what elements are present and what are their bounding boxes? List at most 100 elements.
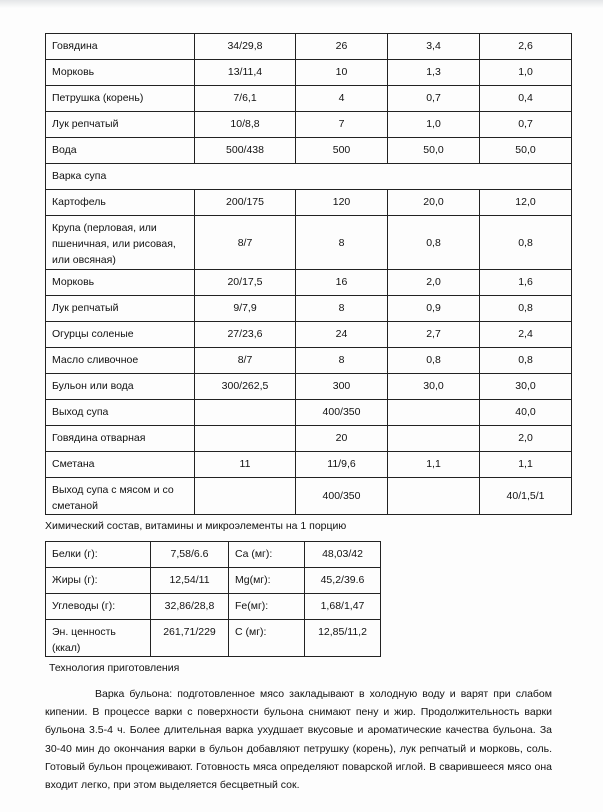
cell-v2: 30,0 — [387, 373, 480, 400]
table-row: Петрушка (корень) 7/6,1 4 0,7 0,4 — [45, 85, 572, 112]
nutrient-label: Белки (г): — [45, 541, 151, 568]
cell-brutto-netto: 200/175 — [194, 189, 296, 216]
nutrient-value: 12,54/11 — [150, 567, 229, 594]
cell-brutto-netto: 10/8,8 — [194, 111, 296, 138]
cell-v2: 0,7 — [387, 85, 480, 112]
mineral-value: 45,2/39.6 — [304, 567, 381, 594]
cell-brutto-netto — [194, 477, 296, 515]
cell-v3: 50,0 — [479, 137, 572, 164]
nutrient-value: 261,71/229 — [150, 619, 229, 657]
cell-v3: 1,6 — [479, 269, 572, 296]
ingredient-name: Выход супа с мясом и со сметаной — [45, 477, 195, 515]
cell-v1: 300 — [295, 373, 388, 400]
cell-brutto-netto: 27/23,6 — [194, 321, 296, 348]
cell-v2: 3,4 — [387, 33, 480, 60]
cell-v2: 1,0 — [387, 111, 480, 138]
ingredient-name: Выход супа — [45, 399, 195, 426]
cell-v3: 40/1,5/1 — [479, 477, 572, 515]
tech-heading: Технология приготовления — [49, 662, 180, 674]
cell-v3: 2,6 — [479, 33, 572, 60]
scan-edge — [0, 0, 603, 8]
cell-v2 — [387, 477, 480, 515]
chemical-composition-table: Белки (г): 7,58/6.6 Ca (мг): 48,03/42 Жиры (… — [45, 541, 381, 657]
cell-v1: 400/350 — [295, 399, 388, 426]
mineral-value: 48,03/42 — [304, 541, 381, 568]
cell-v3: 0,8 — [479, 347, 572, 374]
nutrient-label: Жиры (г): — [45, 567, 151, 594]
cell-v2: 0,8 — [387, 347, 480, 374]
mineral-label: C (мг): — [228, 619, 305, 657]
mineral-value: 1,68/1,47 — [304, 593, 381, 620]
cell-brutto-netto — [194, 399, 296, 426]
cell-v1: 26 — [295, 33, 388, 60]
cell-v3: 40,0 — [479, 399, 572, 426]
table-row: Бульон или вода 300/262,5 300 30,0 30,0 — [45, 373, 572, 400]
table-row: Картофель 200/175 120 20,0 12,0 — [45, 189, 572, 216]
table-row: Морковь 13/11,4 10 1,3 1,0 — [45, 59, 572, 86]
ingredient-name: Морковь — [45, 59, 195, 86]
cell-v3: 0,7 — [479, 111, 572, 138]
cell-brutto-netto — [194, 425, 296, 452]
table-row: Углеводы (г): 32,86/28,8 Fe(мг): 1,68/1,47 — [45, 593, 381, 620]
ingredient-name: Масло сливочное — [45, 347, 195, 374]
cell-v1: 500 — [295, 137, 388, 164]
table-row: Сметана 11 11/9,6 1,1 1,1 — [45, 451, 572, 478]
table-row: Крупа (перловая, или пшеничная, или рисо… — [45, 215, 572, 270]
document-body: Говядина 34/29,8 26 3,4 2,6 Морковь 13/11,4 10 1… — [45, 33, 572, 791]
cell-v1: 10 — [295, 59, 388, 86]
table-row: Выход супа 400/350 40,0 — [45, 399, 572, 426]
table-row: Лук репчатый 9/7,9 8 0,9 0,8 — [45, 295, 572, 322]
chem-caption: Химический состав, витамины и микроэлеме… — [45, 520, 347, 532]
mineral-label: Ca (мг): — [228, 541, 305, 568]
ingredient-name: Лук репчатый — [45, 295, 195, 322]
ingredient-name: Картофель — [45, 189, 195, 216]
cell-brutto-netto: 8/7 — [194, 347, 296, 374]
cell-v3: 2,0 — [479, 425, 572, 452]
cell-v1: 120 — [295, 189, 388, 216]
recipe-table: Говядина 34/29,8 26 3,4 2,6 Морковь 13/11,4 10 1… — [45, 33, 572, 515]
nutrient-label: Эн. ценность (ккал) — [45, 619, 151, 657]
cell-v3: 0,4 — [479, 85, 572, 112]
table-row: Выход супа с мясом и со сметаной 400/350 4… — [45, 477, 572, 515]
cell-v2 — [387, 399, 480, 426]
cell-v2: 1,3 — [387, 59, 480, 86]
cell-v1: 400/350 — [295, 477, 388, 515]
cell-brutto-netto: 300/262,5 — [194, 373, 296, 400]
ingredient-name: Вода — [45, 137, 195, 164]
cell-v2: 2,0 — [387, 269, 480, 296]
cell-v1: 24 — [295, 321, 388, 348]
ingredient-name: Говядина — [45, 33, 195, 60]
cell-v3: 12,0 — [479, 189, 572, 216]
cell-v1: 8 — [295, 347, 388, 374]
cell-v1: 8 — [295, 295, 388, 322]
mineral-value: 12,85/11,2 — [304, 619, 381, 657]
table-row: Жиры (г): 12,54/11 Mg(мг): 45,2/39.6 — [45, 567, 381, 594]
section-row: Варка супа — [45, 163, 572, 190]
cell-v2: 2,7 — [387, 321, 480, 348]
cell-v3: 0,8 — [479, 215, 572, 270]
table-row: Говядина отварная 20 2,0 — [45, 425, 572, 452]
table-row: Говядина 34/29,8 26 3,4 2,6 — [45, 33, 572, 60]
cell-v1: 20 — [295, 425, 388, 452]
cell-brutto-netto: 11 — [194, 451, 296, 478]
table-row: Огурцы соленые 27/23,6 24 2,7 2,4 — [45, 321, 572, 348]
cell-v2: 50,0 — [387, 137, 480, 164]
cell-v1: 16 — [295, 269, 388, 296]
nutrient-value: 32,86/28,8 — [150, 593, 229, 620]
section-label: Варка супа — [45, 163, 572, 190]
table-row: Лук репчатый 10/8,8 7 1,0 0,7 — [45, 111, 572, 138]
cell-v1: 4 — [295, 85, 388, 112]
cell-v2 — [387, 425, 480, 452]
table-row: Морковь 20/17,5 16 2,0 1,6 — [45, 269, 572, 296]
cell-brutto-netto: 9/7,9 — [194, 295, 296, 322]
ingredient-name: Лук репчатый — [45, 111, 195, 138]
cell-brutto-netto: 13/11,4 — [194, 59, 296, 86]
ingredient-name: Бульон или вода — [45, 373, 195, 400]
ingredient-name: Говядина отварная — [45, 425, 195, 452]
ingredient-name: Петрушка (корень) — [45, 85, 195, 112]
cell-brutto-netto: 34/29,8 — [194, 33, 296, 60]
table-row: Вода 500/438 500 50,0 50,0 — [45, 137, 572, 164]
cell-brutto-netto: 7/6,1 — [194, 85, 296, 112]
cell-v3: 1,0 — [479, 59, 572, 86]
table-row: Масло сливочное 8/7 8 0,8 0,8 — [45, 347, 572, 374]
